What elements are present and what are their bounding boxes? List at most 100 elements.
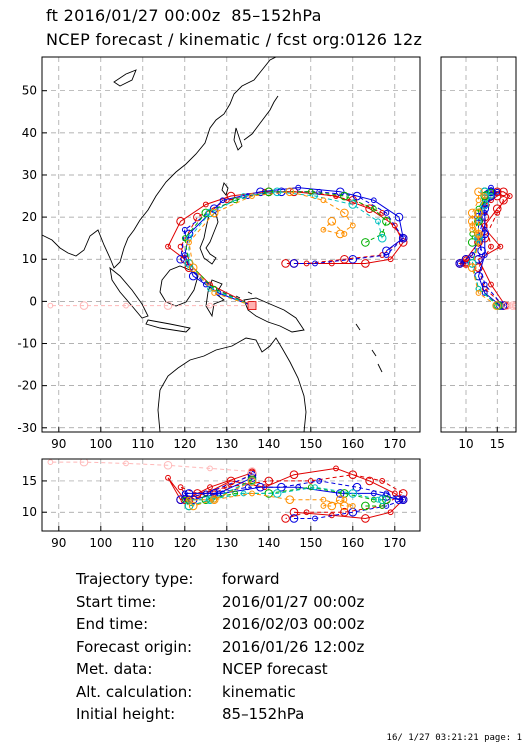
info-label: Met. data: — [76, 660, 153, 678]
bottom-trajectory-point — [370, 490, 377, 497]
main-trajectory-point — [340, 254, 349, 264]
coastline — [42, 57, 383, 432]
main-trajectory-line — [184, 187, 404, 307]
x-tick-label: 120 — [173, 437, 196, 451]
bottom-trajectory-point — [209, 495, 219, 504]
y-tick-label: 50 — [22, 84, 37, 98]
bottom-trajectory-point — [247, 477, 257, 486]
main-trajectory-point — [348, 254, 358, 264]
longitude-panel-grid — [42, 459, 420, 531]
main-trajectory-point — [184, 229, 194, 239]
bottom-trajectory-point — [79, 459, 89, 467]
main-trajectory-point — [285, 187, 295, 197]
side-trajectory-point — [474, 271, 483, 281]
bottom-trajectory-point — [207, 465, 213, 472]
bottom-x-tick-label: 140 — [257, 536, 280, 550]
main-trajectory-line — [188, 191, 354, 307]
info-row: Met. data: NCEP forecast — [76, 660, 364, 683]
chart-title-line2: NCEP forecast / kinematic / fcst org:012… — [46, 30, 423, 49]
chart-title-line1: ft 2016/01/27 00:00z 85–152hPa — [46, 6, 322, 25]
bottom-trajectory-point — [361, 514, 370, 523]
bottom-trajectory-point — [264, 476, 274, 486]
bottom-trajectory-line — [188, 480, 383, 507]
side-trajectory-point — [506, 193, 513, 199]
main-trajectory-point — [202, 201, 209, 208]
side-trajectory-point — [481, 197, 488, 204]
main-trajectory-point — [202, 281, 209, 288]
main-trajectory-point — [361, 238, 370, 247]
x-tick-label: 170 — [383, 437, 406, 451]
bottom-trajectory-point — [382, 495, 391, 504]
bottom-trajectory-point — [341, 496, 348, 503]
main-trajectory-point — [312, 260, 318, 267]
side-trajectory-point — [481, 193, 488, 199]
bottom-trajectory-point — [285, 495, 295, 504]
main-trajectory-point — [370, 205, 377, 212]
start-point-marker — [247, 301, 257, 310]
main-trajectory-point — [375, 218, 381, 225]
y-tick-label: -10 — [17, 337, 37, 351]
info-row: Initial height: 85–152hPa — [76, 705, 364, 728]
side-trajectory-point — [474, 208, 483, 218]
side-trajectory-point — [508, 301, 516, 310]
main-trajectory-point — [123, 302, 129, 309]
x-tick-label: 100 — [89, 437, 112, 451]
main-trajectory-point — [211, 290, 218, 296]
main-trajectory-point — [382, 217, 391, 226]
main-trajectory-point — [335, 229, 345, 239]
main-trajectory-point — [377, 233, 387, 243]
bottom-x-tick-label: 90 — [51, 536, 66, 550]
info-label: Alt. calculation: — [76, 682, 193, 701]
side-trajectory-point — [488, 281, 494, 288]
side-trajectory-point — [494, 209, 501, 216]
side-trajectory-point — [477, 246, 486, 256]
side-trajectory-point — [481, 290, 488, 296]
side-trajectory-point — [497, 243, 504, 250]
side-trajectory-point — [488, 193, 494, 199]
side-trajectory-point — [474, 229, 483, 239]
main-trajectory-line — [180, 191, 404, 307]
main-trajectory-point — [289, 259, 299, 268]
print-timestamp: 16/ 1/27 03:21:21 page: 1 — [386, 733, 522, 743]
main-trajectory-point — [370, 197, 377, 204]
bottom-trajectory-point — [249, 490, 255, 497]
side-trajectory-point — [467, 217, 477, 226]
bottom-trajectory-point — [352, 482, 362, 492]
info-label: Trajectory type: — [76, 570, 194, 588]
info-row: Start time: 2016/01/27 00:00z — [76, 593, 364, 616]
side-trajectory-point — [469, 252, 476, 258]
side-trajectory-point — [467, 259, 477, 268]
bottom-trajectory-point — [333, 465, 339, 472]
bottom-trajectory-point — [335, 489, 345, 498]
main-trajectory-point — [394, 212, 404, 222]
bottom-x-tick-label: 120 — [173, 536, 196, 550]
bottom-trajectory-point — [320, 496, 327, 503]
bottom-trajectory-point — [181, 490, 188, 497]
bottom-x-tick-label: 110 — [131, 536, 154, 550]
bottom-trajectory-point — [232, 490, 239, 497]
main-trajectory-point — [209, 208, 219, 218]
side-trajectory-point — [499, 195, 508, 205]
bottom-trajectory-point — [181, 496, 188, 503]
bottom-trajectory-point — [163, 460, 173, 470]
side-trajectory-point — [475, 205, 482, 212]
info-label: Initial height: — [76, 705, 176, 723]
side-trajectory-point — [488, 243, 494, 250]
longitude-panel-trajectories — [47, 459, 408, 523]
main-trajectory-point — [387, 256, 394, 263]
bottom-trajectory-point — [188, 501, 198, 511]
main-trajectory-point — [383, 252, 390, 258]
bottom-trajectory-point — [186, 496, 192, 503]
main-trajectory-point — [232, 197, 239, 204]
main-trajectory-point — [188, 263, 198, 272]
latitude-panel-axis-ticks: 10 15 — [458, 427, 505, 451]
main-trajectory-point — [163, 301, 173, 310]
main-trajectory-point — [320, 226, 327, 233]
main-map-axis-ticks: 90 100 110 120 130 140 150 160 170 -30 -20 -10 0 10 20… — [17, 84, 406, 451]
info-value: 2016/01/27 00:00z — [222, 592, 365, 611]
main-trajectory-point — [256, 187, 265, 197]
main-trajectory-point — [340, 208, 349, 218]
main-trajectory-point — [219, 197, 226, 204]
bottom-trajectory-point — [281, 514, 290, 523]
bottom-trajectory-point — [328, 512, 335, 519]
